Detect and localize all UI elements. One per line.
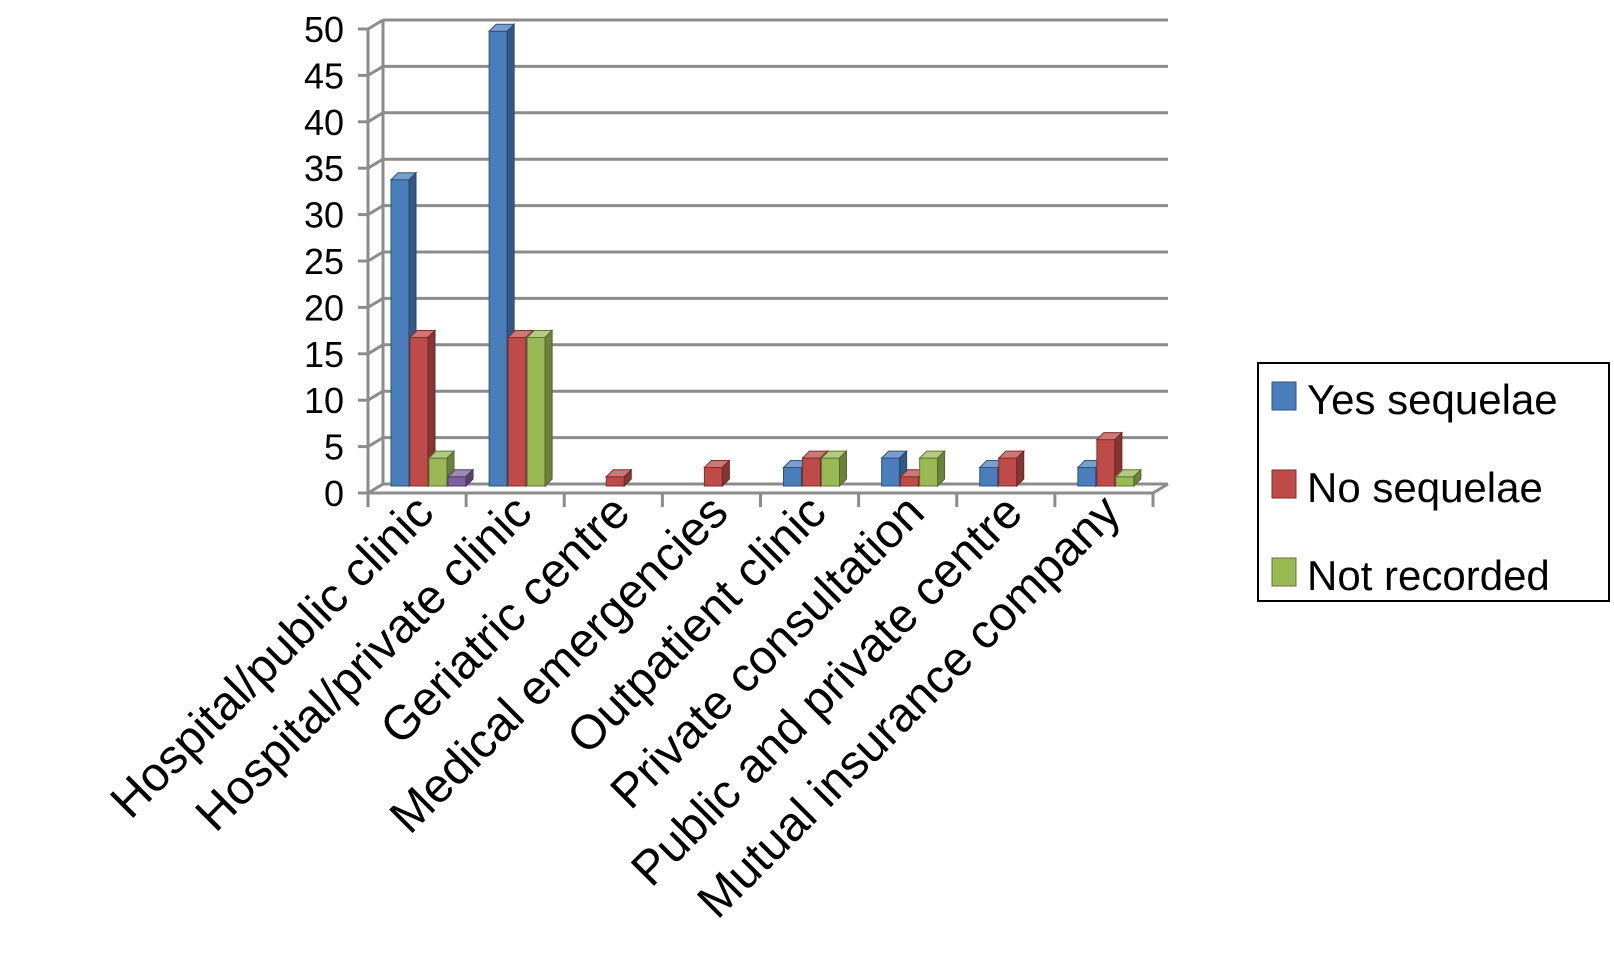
bar-7-1 bbox=[1095, 431, 1124, 488]
y-tick-label: 15 bbox=[304, 334, 344, 375]
gridline-depth-10 bbox=[367, 389, 384, 402]
bar-front bbox=[1096, 439, 1116, 487]
bar-front bbox=[409, 337, 429, 487]
bar-front bbox=[919, 457, 939, 487]
y-tick-label: 0 bbox=[324, 473, 344, 514]
axes bbox=[358, 27, 1169, 507]
bar-0-3 bbox=[446, 468, 475, 488]
y-tick-label: 45 bbox=[304, 55, 344, 96]
bar-front bbox=[703, 466, 723, 487]
bar-front bbox=[428, 457, 448, 487]
bar-front bbox=[605, 476, 625, 487]
y-tick-label: 50 bbox=[304, 9, 344, 50]
bar-7-2 bbox=[1114, 468, 1143, 488]
bar-front bbox=[447, 476, 467, 487]
bar-side bbox=[623, 468, 632, 488]
bar-1-2 bbox=[525, 329, 554, 488]
bar-front bbox=[900, 476, 920, 487]
legend-label: Yes sequelae bbox=[1307, 376, 1558, 423]
grid-lines bbox=[367, 18, 1168, 495]
bar-front bbox=[821, 457, 840, 487]
bar-front bbox=[507, 337, 527, 487]
bar-side bbox=[1133, 468, 1142, 488]
gridline-depth-45 bbox=[367, 65, 384, 77]
bars bbox=[389, 23, 1143, 488]
y-tick-label: 35 bbox=[304, 148, 344, 189]
bar-side bbox=[937, 449, 946, 488]
y-tick-label: 40 bbox=[304, 102, 344, 143]
bar-front bbox=[783, 466, 802, 487]
y-tick-label: 30 bbox=[304, 195, 344, 236]
legend-box bbox=[1257, 362, 1610, 602]
y-tick-label: 5 bbox=[324, 427, 344, 468]
gridline-depth-20 bbox=[367, 297, 384, 309]
bar-front bbox=[1115, 476, 1135, 487]
bar-side bbox=[721, 459, 730, 488]
bar-4-2 bbox=[820, 449, 848, 488]
bar-side bbox=[465, 468, 474, 488]
gridline-depth-40 bbox=[367, 111, 384, 124]
y-tick-labels: 0 5 10 15 20 25 30 35 40 45 50 bbox=[304, 9, 344, 514]
bar-6-1 bbox=[997, 449, 1025, 488]
gridline-depth-5 bbox=[367, 436, 384, 448]
legend: Yes sequelae No sequelae Not recorded bbox=[1257, 362, 1610, 602]
legend-swatch bbox=[1271, 557, 1297, 587]
legend-label: No sequelae bbox=[1307, 464, 1543, 511]
bar-front bbox=[881, 457, 901, 487]
legend-swatch bbox=[1271, 381, 1297, 411]
y-tick-label: 25 bbox=[304, 241, 344, 282]
bar-2-1 bbox=[605, 468, 633, 488]
y-tick-label: 20 bbox=[304, 287, 344, 328]
gridline-depth-15 bbox=[367, 343, 384, 356]
bar-front bbox=[1077, 466, 1097, 487]
gridline-depth-35 bbox=[367, 157, 384, 170]
bar-side bbox=[839, 449, 847, 488]
legend-swatch bbox=[1271, 469, 1297, 499]
bar-front bbox=[802, 457, 821, 487]
gridline-depth-25 bbox=[367, 250, 384, 263]
bar-side bbox=[1016, 449, 1025, 488]
bar-3-1 bbox=[703, 459, 731, 488]
bar-5-2 bbox=[918, 449, 946, 488]
floor-right-edge bbox=[1152, 482, 1169, 495]
bar-front bbox=[979, 466, 999, 487]
y-tick-label: 10 bbox=[304, 380, 344, 421]
legend-label: Not recorded bbox=[1307, 552, 1550, 599]
bar-front bbox=[488, 30, 508, 487]
bar-front bbox=[526, 337, 546, 487]
gridline-depth-30 bbox=[367, 204, 384, 216]
bar-front bbox=[998, 457, 1018, 487]
gridline-depth-50 bbox=[367, 18, 384, 31]
bar-side bbox=[544, 329, 553, 488]
bar-front bbox=[390, 179, 410, 487]
